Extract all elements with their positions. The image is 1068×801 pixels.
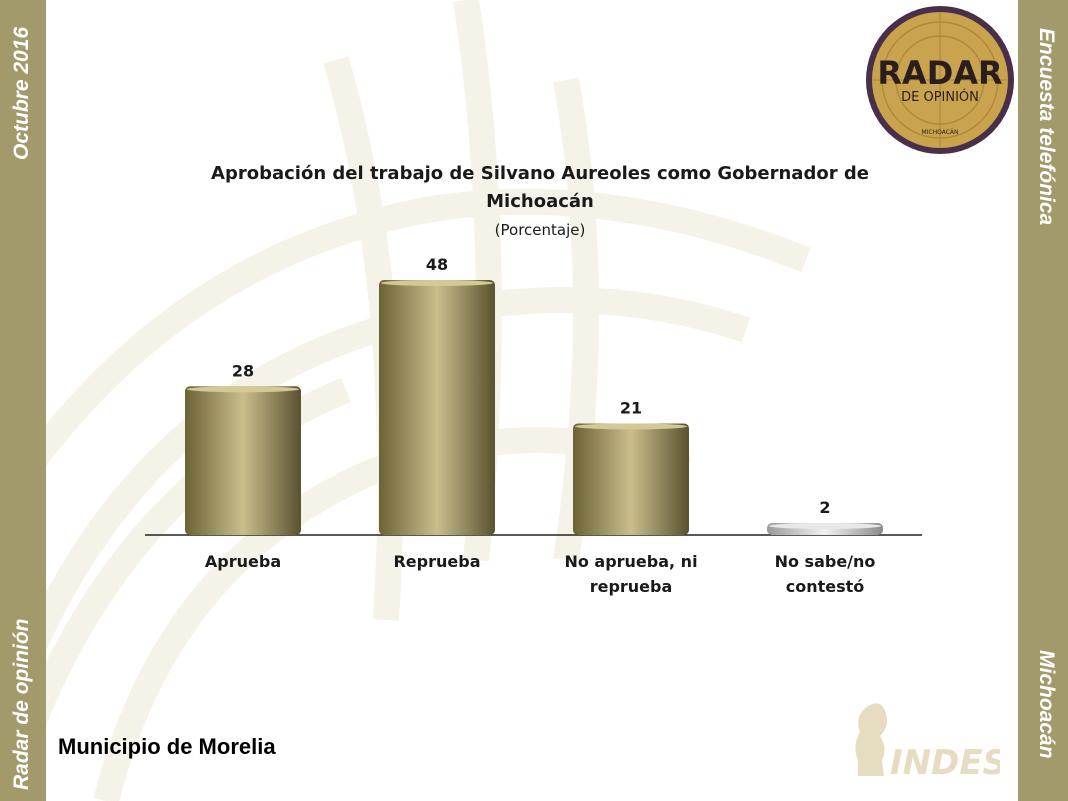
radar-logo-line1: RADAR xyxy=(877,54,1002,92)
municipio-label: Municipio de Morelia xyxy=(58,734,276,759)
data-label-0: 28 xyxy=(232,361,254,380)
bar-top-2 xyxy=(575,423,687,430)
chart-title-line1: Aprobación del trabajo de Silvano Aureol… xyxy=(211,163,869,184)
data-label-3: 2 xyxy=(819,498,830,517)
radar-logo-line3: MICHOACÁN xyxy=(921,129,958,136)
chart-subtitle: (Porcentaje) xyxy=(494,221,586,239)
category-label-2-2: reprueba xyxy=(590,577,673,596)
indes-logo-text: INDES xyxy=(890,743,1000,783)
category-label-1-1: Reprueba xyxy=(393,552,480,571)
data-label-1: 48 xyxy=(426,255,448,274)
bar-top-3 xyxy=(769,523,881,529)
bar-0 xyxy=(185,386,301,535)
bar-top-1 xyxy=(381,280,493,286)
chart-title-line2: Michoacán xyxy=(486,191,594,212)
category-label-2-1: No aprueba, ni xyxy=(564,552,697,571)
radar-logo-line2: DE OPINIÓN xyxy=(901,89,979,105)
right-side-bar xyxy=(1018,0,1068,801)
bar-top-0 xyxy=(187,386,299,393)
indes-logo: INDES xyxy=(855,703,1000,783)
data-label-2: 21 xyxy=(620,398,642,417)
category-label-3-2: contestó xyxy=(786,577,865,596)
radar-logo: RADAR DE OPINIÓN MICHOACÁN xyxy=(866,6,1014,154)
category-label-3-1: No sabe/no xyxy=(775,552,876,571)
bar-1 xyxy=(379,280,495,535)
bar-2 xyxy=(573,423,689,535)
left-side-bar xyxy=(0,0,46,801)
category-label-0-1: Aprueba xyxy=(205,552,281,571)
